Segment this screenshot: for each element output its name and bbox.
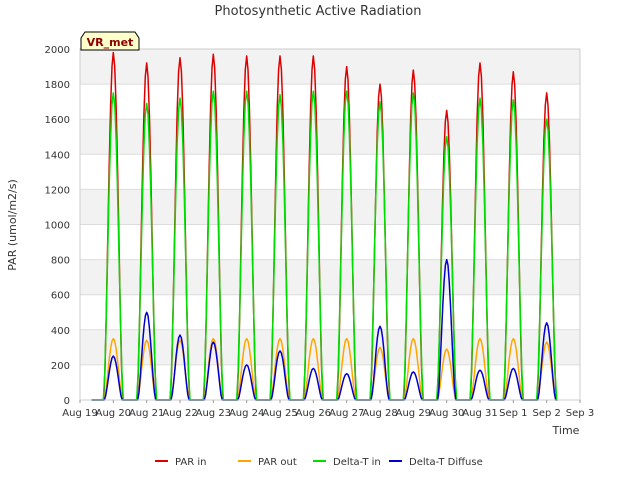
legend-label: PAR in (175, 457, 206, 468)
x-axis-label: Time (552, 424, 580, 437)
legend: PAR in PAR out Delta-T in Delta-T Diffuse (155, 457, 483, 468)
x-tick-label: Aug 25 (262, 408, 297, 419)
y-tick-label: 400 (51, 326, 70, 337)
x-tick-label: Aug 23 (196, 408, 231, 419)
plot-band (80, 329, 580, 365)
x-tick-label: Aug 30 (429, 408, 464, 419)
y-tick-label: 1800 (45, 80, 70, 91)
y-tick-label: 0 (64, 396, 70, 407)
x-tick-label: Aug 21 (129, 408, 164, 419)
x-tick-label: Aug 27 (329, 408, 364, 419)
y-tick-label: 200 (51, 361, 70, 372)
x-tick-label: Aug 24 (229, 408, 264, 419)
y-tick-label: 1200 (45, 185, 70, 196)
plot-background (80, 49, 580, 365)
station-badge: VR_met (80, 31, 140, 51)
y-tick-label: 800 (51, 256, 70, 267)
legend-label: Delta-T Diffuse (409, 457, 483, 468)
y-tick-label: 1400 (45, 150, 70, 161)
x-tick-label: Aug 28 (362, 408, 397, 419)
plot-band (80, 49, 580, 85)
y-axis-label: PAR (umol/m2/s) (6, 179, 19, 271)
x-tick-label: Aug 31 (462, 408, 497, 419)
y-tick-label: 1600 (45, 115, 70, 126)
x-tick-label: Aug 26 (296, 408, 331, 419)
legend-label: Delta-T in (333, 457, 381, 468)
x-tick-label: Sep 3 (566, 408, 594, 419)
y-tick-label: 1000 (45, 221, 70, 232)
legend-label: PAR out (258, 457, 297, 468)
plot-band (80, 119, 580, 155)
y-tick-label: 600 (51, 291, 70, 302)
y-axis: 0 200 400 600 800 1000 1200 1400 1600 1800 2000 (45, 45, 70, 407)
x-tick-label: Aug 19 (62, 408, 97, 419)
plot-band (80, 189, 580, 225)
x-tick-label: Aug 20 (96, 408, 131, 419)
y-tick-label: 2000 (45, 45, 70, 56)
station-badge-box (80, 31, 140, 51)
station-badge-label: VR_met (87, 36, 134, 49)
plot-band (80, 259, 580, 295)
x-tick-label: Aug 22 (162, 408, 197, 419)
x-tick-label: Sep 2 (532, 408, 560, 419)
plot-frame (79, 48, 581, 401)
x-tick-label: Aug 29 (396, 408, 431, 419)
x-tick-label: Sep 1 (499, 408, 527, 419)
chart-title: Photosynthetic Active Radiation (215, 4, 422, 19)
